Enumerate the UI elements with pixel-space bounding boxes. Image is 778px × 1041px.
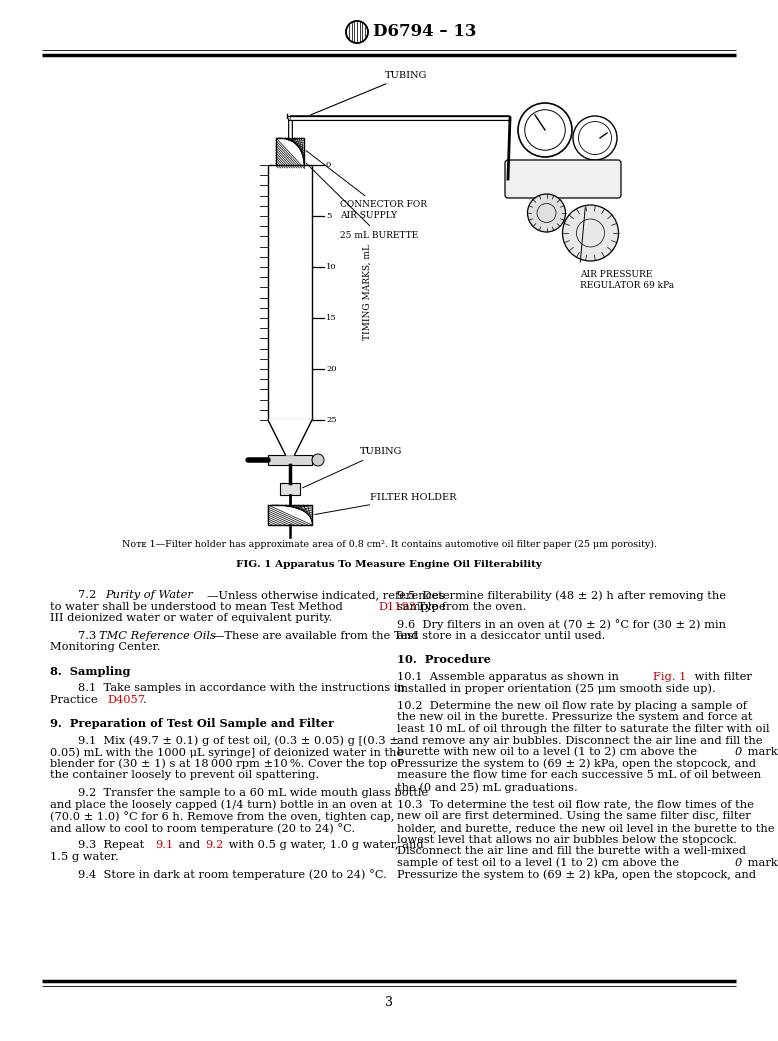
Text: 9.6  Dry filters in an oven at (70 ± 2) °C for (30 ± 2) min: 9.6 Dry filters in an oven at (70 ± 2) °… [397,619,726,630]
Bar [268,505,312,525]
Text: 9.2: 9.2 [205,840,223,850]
Text: sample of test oil to a level (1 to 2) cm above the: sample of test oil to a level (1 to 2) c… [397,858,682,868]
Text: 0: 0 [326,161,331,169]
Bar [276,138,304,168]
Text: with filter: with filter [691,671,752,682]
Text: 0: 0 [735,747,742,757]
FancyBboxPatch shape [505,160,621,198]
Text: 0.05) mL with the 1000 μL syringe] of deionized water in the: 0.05) mL with the 1000 μL syringe] of de… [50,747,403,758]
Text: Pressurize the system to (69 ± 2) kPa, open the stopcock, and: Pressurize the system to (69 ± 2) kPa, o… [397,869,756,880]
Text: mark.: mark. [744,858,778,868]
Text: 8.  Sampling: 8. Sampling [50,665,131,677]
Text: 25: 25 [326,416,337,424]
Text: 10.  Procedure: 10. Procedure [397,654,491,665]
Text: 9.1  Mix (49.7 ± 0.1) g of test oil, (0.3 ± 0.05) g [(0.3 ±: 9.1 Mix (49.7 ± 0.1) g of test oil, (0.3… [78,736,399,746]
Text: holder, and burette, reduce the new oil level in the burette to the: holder, and burette, reduce the new oil … [397,822,775,833]
Text: Type: Type [414,602,446,612]
Circle shape [312,454,324,466]
Text: TIMING MARKS, mL: TIMING MARKS, mL [363,245,372,340]
Text: D4057: D4057 [107,694,145,705]
Text: 10.1  Assemble apparatus as shown in: 10.1 Assemble apparatus as shown in [397,671,622,682]
Text: 9.4  Store in dark at room temperature (20 to 24) °C.: 9.4 Store in dark at room temperature (2… [78,869,387,881]
Bar [268,166,312,420]
Text: and remove any air bubbles. Disconnect the air line and fill the: and remove any air bubbles. Disconnect t… [397,736,762,745]
Text: FILTER HOLDER: FILTER HOLDER [315,492,457,514]
Circle shape [562,205,619,261]
Text: 3: 3 [385,996,393,1010]
Text: lowest level that allows no air bubbles below the stopcock.: lowest level that allows no air bubbles … [397,835,737,844]
Text: Disconnect the air line and fill the burette with a well-mixed: Disconnect the air line and fill the bur… [397,846,746,856]
Text: —These are available from the Test: —These are available from the Test [213,631,418,641]
Text: 10.2  Determine the new oil flow rate by placing a sample of: 10.2 Determine the new oil flow rate by … [397,701,747,711]
Text: 7.2: 7.2 [78,590,103,600]
Text: III deionized water or water of equivalent purity.: III deionized water or water of equivale… [50,613,332,624]
Text: and: and [175,840,204,850]
Text: 9.5  Determine filterability (48 ± 2) h after removing the: 9.5 Determine filterability (48 ± 2) h a… [397,590,726,601]
Text: burette with new oil to a level (1 to 2) cm above the: burette with new oil to a level (1 to 2)… [397,747,701,758]
Text: and store in a desiccator until used.: and store in a desiccator until used. [397,631,605,641]
Text: 9.3  Repeat: 9.3 Repeat [78,840,148,850]
Text: Nᴏᴛᴇ 1—Filter holder has approximate area of 0.8 cm². It contains automotive oil: Nᴏᴛᴇ 1—Filter holder has approximate are… [121,540,657,549]
Text: —Unless otherwise indicated, references: —Unless otherwise indicated, references [207,590,444,600]
Text: 10.3  To determine the test oil flow rate, the flow times of the: 10.3 To determine the test oil flow rate… [397,799,754,810]
Text: Monitoring Center.: Monitoring Center. [50,642,160,653]
Text: 20: 20 [326,365,337,373]
Text: D1193: D1193 [378,602,416,612]
Text: mark.: mark. [744,747,778,757]
Text: 15: 15 [326,314,337,322]
Text: to water shall be understood to mean Test Method: to water shall be understood to mean Tes… [50,602,346,612]
Text: the container loosely to prevent oil spattering.: the container loosely to prevent oil spa… [50,770,319,781]
Circle shape [527,194,566,232]
Text: 10: 10 [326,263,337,271]
Text: 5: 5 [326,212,331,220]
Polygon shape [268,420,312,455]
Text: (70.0 ± 1.0) °C for 6 h. Remove from the oven, tighten cap,: (70.0 ± 1.0) °C for 6 h. Remove from the… [50,811,394,822]
Text: 9.  Preparation of Test Oil Sample and Filter: 9. Preparation of Test Oil Sample and Fi… [50,718,334,729]
Text: .: . [143,694,147,705]
Text: Practice: Practice [50,694,101,705]
Text: 9.2  Transfer the sample to a 60 mL wide mouth glass bottle: 9.2 Transfer the sample to a 60 mL wide … [78,788,428,798]
Text: sample from the oven.: sample from the oven. [397,602,527,612]
Text: AIR PRESSURE
REGULATOR 69 kPa: AIR PRESSURE REGULATOR 69 kPa [580,270,674,290]
Text: 9.1: 9.1 [155,840,173,850]
Text: TMC Reference Oils: TMC Reference Oils [99,631,216,641]
Text: FIG. 1 Apparatus To Measure Engine Oil Filterability: FIG. 1 Apparatus To Measure Engine Oil F… [236,560,542,569]
Circle shape [346,21,368,43]
Text: least 10 mL of oil through the filter to saturate the filter with oil: least 10 mL of oil through the filter to… [397,723,769,734]
Text: CONNECTOR FOR
AIR SUPPLY: CONNECTOR FOR AIR SUPPLY [307,151,427,220]
Text: the new oil in the burette. Pressurize the system and force at: the new oil in the burette. Pressurize t… [397,712,752,722]
Text: installed in proper orientation (25 μm smooth side up).: installed in proper orientation (25 μm s… [397,683,716,693]
Text: TUBING: TUBING [303,448,402,488]
Text: TUBING: TUBING [310,71,427,115]
Text: and place the loosely capped (1/4 turn) bottle in an oven at: and place the loosely capped (1/4 turn) … [50,799,392,810]
Text: 1.5 g water.: 1.5 g water. [50,852,119,862]
Text: Fig. 1: Fig. 1 [653,671,686,682]
Text: Purity of Water: Purity of Water [105,590,193,600]
Text: new oil are first determined. Using the same filter disc, filter: new oil are first determined. Using the … [397,811,751,821]
Text: 7.3: 7.3 [78,631,103,641]
Text: 25 mL BURETTE: 25 mL BURETTE [306,163,419,239]
Text: the (0 and 25) mL graduations.: the (0 and 25) mL graduations. [397,782,578,792]
Bar [280,483,300,496]
Text: 0: 0 [735,858,742,868]
Text: 8.1  Take samples in accordance with the instructions in: 8.1 Take samples in accordance with the … [78,683,405,693]
Text: D6794 – 13: D6794 – 13 [373,24,476,41]
Text: Pressurize the system to (69 ± 2) kPa, open the stopcock, and: Pressurize the system to (69 ± 2) kPa, o… [397,759,756,769]
Text: and allow to cool to room temperature (20 to 24) °C.: and allow to cool to room temperature (2… [50,822,355,834]
Text: measure the flow time for each successive 5 mL of oil between: measure the flow time for each successiv… [397,770,761,781]
Bar [268,455,312,465]
Text: blender for (30 ± 1) s at 18 000 rpm ±10 %. Cover the top of: blender for (30 ± 1) s at 18 000 rpm ±10… [50,759,401,769]
Text: with 0.5 g water, 1.0 g water, and: with 0.5 g water, 1.0 g water, and [225,840,424,850]
